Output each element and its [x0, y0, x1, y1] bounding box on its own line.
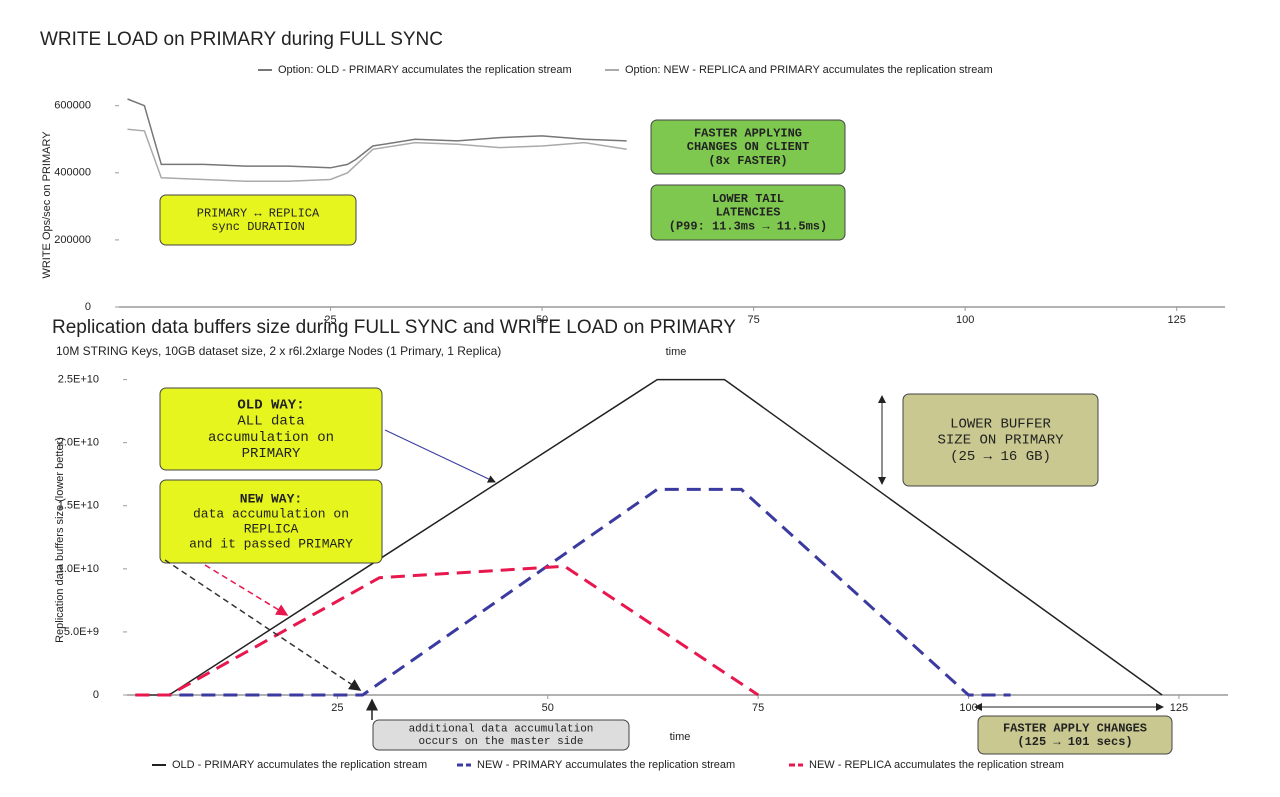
legend-label: Option: OLD - PRIMARY accumulates the re…	[278, 64, 572, 76]
x-axis-label: time	[666, 346, 687, 358]
annotation-text: (125 → 101 secs)	[1017, 735, 1132, 749]
series-line	[135, 564, 760, 697]
x-tick-label: 50	[542, 702, 554, 714]
y-tick-label: 2.0E+10	[58, 437, 99, 449]
annotation-arrows	[164, 395, 1164, 720]
annotation-text: ALL data	[237, 414, 304, 430]
annotation-text: and it passed PRIMARY	[189, 536, 353, 551]
series-line	[127, 98, 627, 169]
annotation-text: additional data accumulation	[409, 724, 594, 736]
annotation-box	[159, 194, 357, 246]
x-tick-label: 125	[1170, 702, 1188, 714]
y-tick-label: 0	[93, 689, 99, 701]
annotation-text: data accumulation on	[193, 506, 349, 521]
annotation-text: PRIMARY	[242, 446, 301, 462]
annotation-box	[902, 393, 1099, 487]
annotation-text: NEW WAY:	[240, 492, 302, 507]
annotation-text: CHANGES ON CLIENT	[687, 140, 809, 154]
x-tick-label: 75	[747, 314, 759, 326]
legend-label: OLD - PRIMARY accumulates the replicatio…	[172, 759, 427, 771]
legend-label: NEW - PRIMARY accumulates the replicatio…	[477, 759, 735, 771]
y-tick-label: 2.5E+10	[58, 374, 99, 386]
annotation-text: accumulation on	[208, 430, 334, 446]
y-tick-label: 1.5E+10	[58, 500, 99, 512]
x-axis-label: time	[670, 731, 691, 743]
annotation-text: PRIMARY ↔ REPLICA	[197, 206, 320, 220]
annotation-box	[650, 184, 846, 241]
annotation-text: occurs on the master side	[418, 736, 583, 748]
annotation-box	[372, 719, 630, 751]
x-tick-label: 25	[331, 702, 343, 714]
annotation-text: (8x FASTER)	[708, 154, 787, 168]
annotation-text: LATENCIES	[716, 206, 781, 220]
annotation-text: LOWER TAIL	[712, 192, 784, 206]
chart: WRITE LOAD on PRIMARY during FULL SYNC ti…	[40, 29, 1225, 358]
annotation-box	[159, 387, 383, 471]
chart-title: Replication data buffers size during FUL…	[52, 317, 736, 338]
legend-label: Option: NEW - REPLICA and PRIMARY accumu…	[625, 64, 993, 76]
annotation-text: FASTER APPLY CHANGES	[1003, 721, 1147, 735]
y-tick-label: 1.0E+10	[58, 563, 99, 575]
annotation-text: SIZE ON PRIMARY	[937, 433, 1064, 449]
y-tick-label: 0	[85, 301, 91, 313]
annotation-box	[977, 715, 1173, 755]
annotation-box	[650, 119, 846, 175]
annotation-text: sync DURATION	[211, 220, 305, 234]
x-tick-label: 100	[959, 702, 977, 714]
y-tick-label: 200000	[54, 234, 91, 246]
annotation-text: (25 → 16 GB)	[950, 449, 1051, 465]
series-line	[127, 128, 627, 182]
annotation-text: (P99: 11.3ms → 11.5ms)	[669, 219, 827, 233]
x-tick-label: 125	[1168, 314, 1186, 326]
x-tick-label: 100	[956, 314, 974, 326]
annotation-text: REPLICA	[244, 521, 299, 536]
legend-label: NEW - REPLICA accumulates the replicatio…	[809, 759, 1064, 771]
y-axis-label: Replication data buffers size (lower bet…	[54, 437, 66, 643]
y-tick-label: 400000	[54, 167, 91, 179]
y-tick-label: 5.0E+9	[64, 626, 99, 638]
x-tick-label: 25	[324, 314, 336, 326]
chart-subtitle: 10M STRING Keys, 10GB dataset size, 2 x …	[56, 344, 501, 358]
chart-title: WRITE LOAD on PRIMARY during FULL SYNC	[40, 29, 443, 50]
y-axis-label: WRITE Ops/sec on PRIMARY	[41, 131, 53, 279]
x-tick-label: 75	[752, 702, 764, 714]
annotation: FASTER APPLY CHANGES(125 → 101 secs)	[977, 715, 1173, 755]
series-line	[135, 487, 1011, 697]
x-tick-label: 50	[536, 314, 548, 326]
annotation-text: LOWER BUFFER	[950, 417, 1051, 433]
chart: Replication data buffers size during FUL…	[52, 317, 1228, 771]
annotation-box	[159, 479, 383, 564]
y-tick-label: 600000	[54, 100, 91, 112]
annotation-text: FASTER APPLYING	[694, 126, 802, 140]
annotation-text: OLD WAY:	[237, 398, 304, 414]
